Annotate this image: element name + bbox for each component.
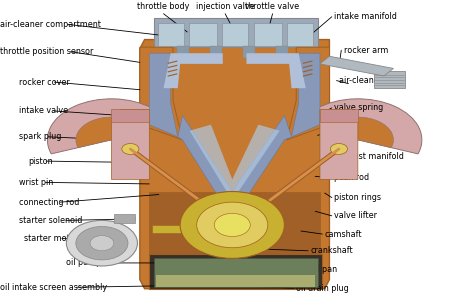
Text: exhaust valve: exhaust valve <box>334 128 390 137</box>
Bar <box>152 225 237 232</box>
Polygon shape <box>246 53 306 88</box>
Text: valve lifter: valve lifter <box>334 211 377 220</box>
Bar <box>177 46 189 58</box>
Polygon shape <box>320 56 393 76</box>
Bar <box>210 46 222 58</box>
Text: piston: piston <box>28 157 53 165</box>
Text: exhaust manifold: exhaust manifold <box>334 152 404 161</box>
Polygon shape <box>292 53 320 137</box>
Bar <box>243 46 255 58</box>
Text: valve spring: valve spring <box>334 103 383 112</box>
Text: camshaft: camshaft <box>325 230 362 239</box>
Polygon shape <box>178 115 292 219</box>
Text: connecting rod: connecting rod <box>19 198 79 207</box>
Text: throttle valve: throttle valve <box>246 2 300 11</box>
Text: intake valve: intake valve <box>19 107 68 115</box>
Circle shape <box>197 202 268 248</box>
Bar <box>156 275 315 287</box>
Circle shape <box>330 143 347 154</box>
Bar <box>158 23 184 46</box>
Text: oil drain plug: oil drain plug <box>296 284 349 293</box>
Text: throttle body: throttle body <box>137 2 190 11</box>
Text: piston rings: piston rings <box>334 193 381 202</box>
Bar <box>320 110 358 122</box>
Polygon shape <box>140 47 182 140</box>
Text: rocker cover: rocker cover <box>19 78 70 87</box>
Polygon shape <box>111 110 149 179</box>
Text: spark plug: spark plug <box>19 132 61 141</box>
Text: starter motor: starter motor <box>24 234 78 243</box>
Text: oil intake screen assembly: oil intake screen assembly <box>0 283 107 292</box>
Text: starter solenoid: starter solenoid <box>19 216 82 225</box>
Circle shape <box>122 143 139 154</box>
Text: rocker arm: rocker arm <box>344 46 388 55</box>
Polygon shape <box>140 40 329 289</box>
Text: throttle position sensor: throttle position sensor <box>0 47 93 56</box>
Bar <box>374 72 405 88</box>
Bar <box>276 46 288 58</box>
Bar <box>189 23 217 46</box>
Text: oil pump: oil pump <box>66 258 101 267</box>
Wedge shape <box>335 117 393 148</box>
Circle shape <box>66 220 137 266</box>
Text: oil pan: oil pan <box>310 265 337 274</box>
Polygon shape <box>190 125 280 201</box>
Bar <box>114 214 135 223</box>
Circle shape <box>214 213 250 236</box>
Text: air-cleaner inlet: air-cleaner inlet <box>339 76 402 85</box>
Text: intake manifold: intake manifold <box>334 12 397 21</box>
Polygon shape <box>149 53 178 137</box>
Wedge shape <box>76 117 134 148</box>
Circle shape <box>76 227 128 260</box>
Polygon shape <box>320 110 358 179</box>
Bar <box>111 110 149 122</box>
Bar <box>222 23 248 46</box>
Bar <box>149 254 322 289</box>
Wedge shape <box>317 99 422 154</box>
Bar <box>154 258 318 287</box>
Text: air-cleaner compartment: air-cleaner compartment <box>0 20 101 29</box>
Text: push rod: push rod <box>334 173 369 182</box>
Bar <box>149 192 320 258</box>
Text: wrist pin: wrist pin <box>19 178 53 187</box>
Polygon shape <box>164 53 223 88</box>
Text: injection valve: injection valve <box>196 2 255 11</box>
Bar <box>254 23 282 46</box>
Text: crankshaft: crankshaft <box>310 246 353 255</box>
Wedge shape <box>47 99 153 154</box>
Bar <box>154 18 318 47</box>
Circle shape <box>90 235 114 251</box>
Bar <box>287 23 313 46</box>
Circle shape <box>180 192 284 258</box>
Polygon shape <box>287 47 329 140</box>
